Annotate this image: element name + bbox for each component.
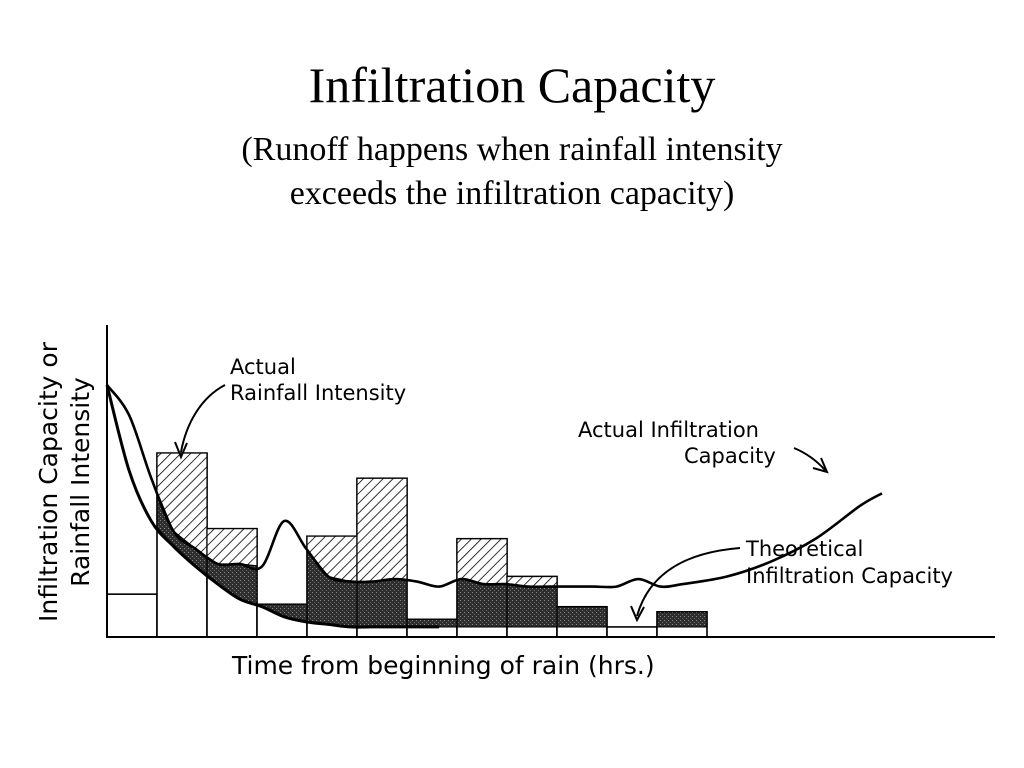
runoff-excess-area (556, 606, 608, 628)
actual-infiltration-arrowhead-icon (812, 457, 829, 474)
x-axis-label: Time from beginning of rain (hrs.) (231, 651, 655, 680)
rainfall-annotation-line-1: Actual (230, 355, 296, 379)
subtitle-line-1: (Runoff happens when rainfall intensity (241, 131, 783, 168)
actual-infiltration-annotation-arrow (793, 447, 826, 471)
rainfall-arrowhead-icon (174, 441, 188, 460)
runoff-excess-areas (156, 452, 708, 628)
theoretical-annotation-line-2: Infiltration Capacity (746, 564, 953, 588)
rainfall-annotation-arrow (180, 384, 226, 453)
rainfall-bar (106, 593, 158, 638)
excess-over-actual-infiltration (456, 538, 508, 585)
page-subtitle: (Runoff happens when rainfall intensity … (0, 128, 1024, 216)
theoretical-annotation-arrow (636, 547, 741, 617)
theoretical-annotation-line-1: Theoretical (745, 537, 863, 561)
rainfall-bar (606, 626, 658, 638)
page-title: Infiltration Capacity (308, 57, 716, 113)
subtitle-line-2: exceeds the infiltration capacity) (289, 175, 735, 212)
excess-over-actual-infiltration (206, 528, 258, 567)
actual-infiltration-annotation-line-1: Actual Infiltration (578, 418, 759, 442)
actual-infiltration-curve (105, 384, 883, 589)
actual-infiltration-annotation-line-2: Capacity (684, 444, 776, 468)
theoretical-infiltration-curve (105, 384, 440, 629)
runoff-excess-area (656, 611, 708, 628)
theoretical-arrowhead-icon (630, 605, 645, 623)
rainfall-annotation-line-2: Rainfall Intensity (230, 381, 406, 405)
runoff-excess-area (506, 575, 558, 628)
y-axis-label-line-2: Rainfall Intensity (66, 377, 95, 587)
y-axis-label-line-1: Infiltration Capacity or (34, 341, 63, 622)
excess-over-actual-infiltration (356, 477, 408, 583)
